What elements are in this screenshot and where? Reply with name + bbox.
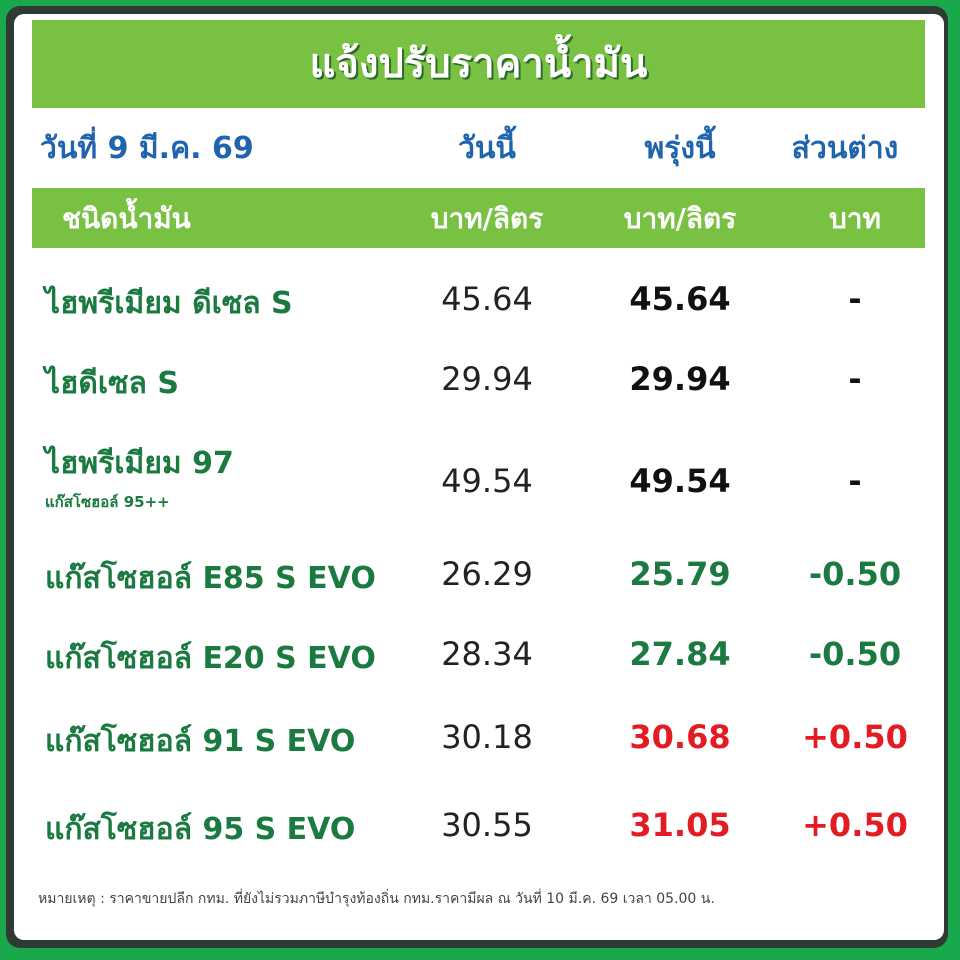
tomorrow-header: พรุ่งนี้ xyxy=(644,131,716,166)
tomorrow-price: 29.94 xyxy=(629,360,731,398)
today-price: 45.64 xyxy=(441,280,533,318)
fuel-name: ไฮดีเซล S xyxy=(45,366,179,401)
fuel-note: แก๊สโซฮอล์ 95++ xyxy=(45,493,170,511)
tomorrow-price: 49.54 xyxy=(629,462,731,500)
price-diff: -0.50 xyxy=(808,635,902,673)
price-card xyxy=(14,14,944,940)
today-price: 30.55 xyxy=(441,806,533,844)
page-title: แจ้งปรับราคาน้ำมัน xyxy=(32,20,925,108)
diff-header: ส่วนต่าง xyxy=(791,131,899,166)
fuel-name: แก๊สโซฮอล์ E20 S EVO xyxy=(45,641,376,676)
today-unit: บาท/ลิตร xyxy=(430,202,544,235)
tomorrow-price: 27.84 xyxy=(629,635,731,673)
tomorrow-price: 45.64 xyxy=(629,280,731,318)
today-header: วันนี้ xyxy=(458,131,516,166)
tomorrow-price: 25.79 xyxy=(629,555,731,593)
price-diff: -0.50 xyxy=(808,555,902,593)
footnote: หมายเหตุ : ราคาขายปลีก กทม. ที่ยังไม่รวม… xyxy=(38,891,715,907)
diff-unit: บาท xyxy=(829,202,881,235)
fuel-name: แก๊สโซฮอล์ 91 S EVO xyxy=(45,724,356,759)
tomorrow-unit: บาท/ลิตร xyxy=(623,202,737,235)
price-diff: - xyxy=(848,462,862,500)
price-diff: - xyxy=(848,360,862,398)
tomorrow-price: 31.05 xyxy=(629,806,731,844)
fuel-name: ไฮพรีเมียม 97 xyxy=(45,446,234,481)
fuel-name: ไฮพรีเมียม ดีเซล S xyxy=(45,286,293,321)
subheader-band: ชนิดน้ำมัน บาท/ลิตร บาท/ลิตร บาท xyxy=(32,188,925,248)
type-column-header: ชนิดน้ำมัน xyxy=(62,202,191,235)
tomorrow-price: 30.68 xyxy=(629,718,731,756)
today-price: 29.94 xyxy=(441,360,533,398)
date-label: วันที่ 9 มี.ค. 69 xyxy=(40,131,254,166)
today-price: 49.54 xyxy=(441,462,533,500)
fuel-name: แก๊สโซฮอล์ 95 S EVO xyxy=(45,812,356,847)
fuel-name: แก๊สโซฮอล์ E85 S EVO xyxy=(45,561,376,596)
price-diff: +0.50 xyxy=(802,806,908,844)
today-price: 30.18 xyxy=(441,718,533,756)
today-price: 26.29 xyxy=(441,555,533,593)
price-diff: +0.50 xyxy=(802,718,908,756)
price-diff: - xyxy=(848,280,862,318)
today-price: 28.34 xyxy=(441,635,533,673)
